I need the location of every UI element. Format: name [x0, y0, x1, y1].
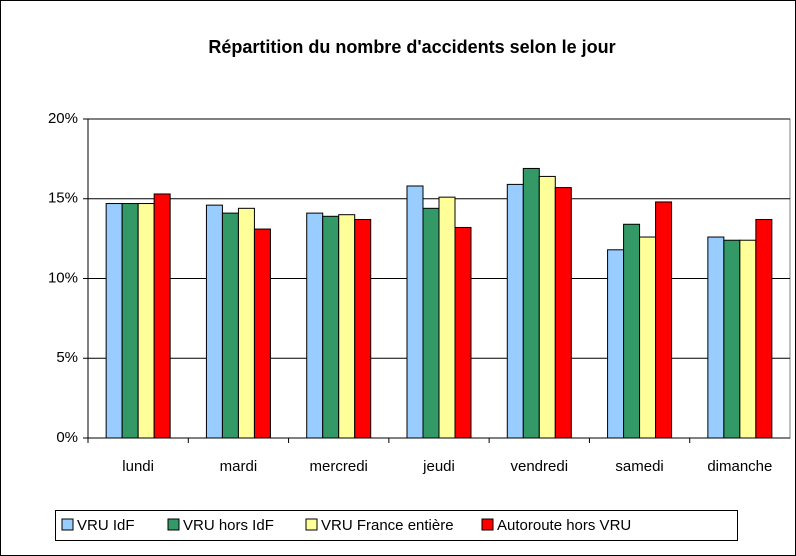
- bar: [454, 226, 472, 439]
- bar: [105, 203, 123, 439]
- chart-title: Répartition du nombre d'accidents selon …: [208, 37, 615, 57]
- bar: [322, 215, 340, 439]
- bar: [623, 223, 641, 439]
- bar: [554, 187, 572, 439]
- y-tick-label: 10%: [48, 269, 78, 286]
- bar: [205, 204, 223, 439]
- x-tick-label: lundi: [122, 458, 154, 475]
- bar: [506, 183, 524, 439]
- bar: [153, 193, 171, 439]
- bar: [538, 175, 556, 439]
- x-tick-label: jeudi: [422, 458, 455, 475]
- bar: [755, 218, 773, 439]
- bar: [739, 239, 757, 439]
- bar: [607, 249, 625, 439]
- legend-swatch: [305, 518, 318, 531]
- bar: [655, 201, 673, 439]
- bar: [121, 203, 139, 439]
- legend-label: VRU France entière: [321, 517, 454, 534]
- bar: [522, 167, 540, 439]
- bar: [438, 196, 456, 439]
- bar: [406, 185, 424, 439]
- x-tick-label: samedi: [615, 458, 663, 475]
- bar: [338, 214, 356, 439]
- legend-swatch: [61, 518, 74, 531]
- bar: [237, 207, 255, 439]
- y-tick-label: 0%: [56, 429, 78, 446]
- bar: [723, 239, 741, 439]
- legend-swatch: [167, 518, 180, 531]
- bar: [707, 236, 725, 439]
- x-tick-label: dimanche: [707, 458, 772, 475]
- bar: [137, 203, 155, 439]
- bar: [253, 228, 271, 439]
- x-tick-label: mercredi: [310, 458, 368, 475]
- bar: [354, 218, 372, 439]
- x-tick-label: mardi: [220, 458, 258, 475]
- x-tick-label: vendredi: [511, 458, 569, 475]
- bar: [639, 236, 657, 439]
- y-tick-label: 15%: [48, 190, 78, 207]
- y-tick-label: 5%: [56, 349, 78, 366]
- bar: [221, 212, 239, 439]
- bar: [422, 207, 440, 439]
- legend-label: VRU IdF: [77, 517, 135, 534]
- legend-label: VRU hors IdF: [183, 517, 274, 534]
- legend-label: Autoroute hors VRU: [497, 517, 631, 534]
- legend-swatch: [481, 518, 494, 531]
- bar: [306, 212, 324, 439]
- y-tick-label: 20%: [48, 110, 78, 127]
